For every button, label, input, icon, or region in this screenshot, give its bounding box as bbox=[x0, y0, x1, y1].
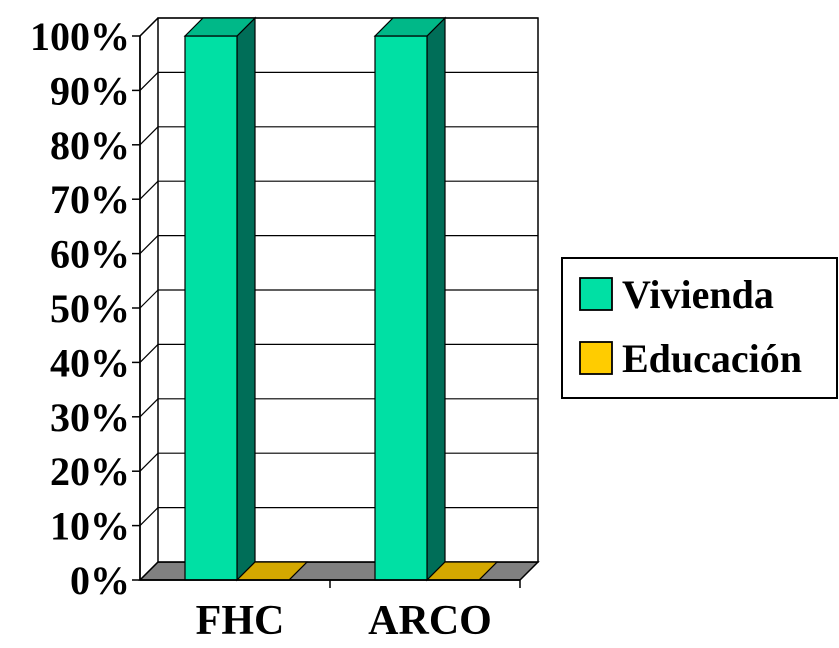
y-tick-label: 90% bbox=[50, 68, 130, 113]
bar-top bbox=[183, 17, 257, 37]
legend: Vivienda Educación bbox=[561, 257, 838, 399]
side-gridline bbox=[139, 289, 159, 309]
bar-front bbox=[184, 35, 238, 581]
y-tick-label: 100% bbox=[30, 14, 130, 59]
y-tick-label: 20% bbox=[50, 449, 130, 494]
legend-label: Educación bbox=[622, 336, 802, 381]
y-axis bbox=[132, 35, 521, 588]
x-category-label: ARCO bbox=[368, 598, 492, 644]
side-gridline bbox=[139, 343, 159, 363]
legend-swatch bbox=[579, 277, 613, 311]
side-gridline bbox=[139, 561, 159, 581]
bar-vivienda-fhc bbox=[183, 16, 257, 582]
bar-vivienda-arco bbox=[373, 16, 447, 582]
legend-label: Vivienda bbox=[622, 272, 774, 317]
y-tick-label: 50% bbox=[50, 286, 130, 331]
x-category-labels: FHC ARCO bbox=[196, 598, 492, 644]
y-tick-label: 70% bbox=[50, 177, 130, 222]
x-category-label: FHC bbox=[196, 598, 285, 644]
y-tick-label: 80% bbox=[50, 123, 130, 168]
side-gridline bbox=[139, 235, 159, 255]
side-gridline bbox=[139, 452, 159, 472]
bar-side bbox=[426, 16, 446, 582]
side-gridline bbox=[139, 180, 159, 200]
side-gridline bbox=[139, 507, 159, 527]
side-gridline bbox=[139, 126, 159, 146]
bar-side bbox=[236, 16, 256, 582]
bars bbox=[183, 16, 499, 582]
legend-swatch bbox=[579, 341, 613, 375]
y-tick-label: 40% bbox=[50, 340, 130, 385]
y-tick-labels: 0% 10% 20% 30% 40% 50% 60% 70% 80% 90% 100% bbox=[30, 14, 130, 603]
bar-front bbox=[374, 35, 428, 581]
side-gridline bbox=[139, 17, 159, 37]
y-tick-label: 60% bbox=[50, 232, 130, 277]
y-tick-label: 10% bbox=[50, 504, 130, 549]
y-tick-label: 30% bbox=[50, 395, 130, 440]
bar-top bbox=[373, 17, 447, 37]
y-tick-label: 0% bbox=[70, 558, 130, 603]
side-gridline bbox=[139, 71, 159, 91]
side-gridline bbox=[139, 398, 159, 418]
